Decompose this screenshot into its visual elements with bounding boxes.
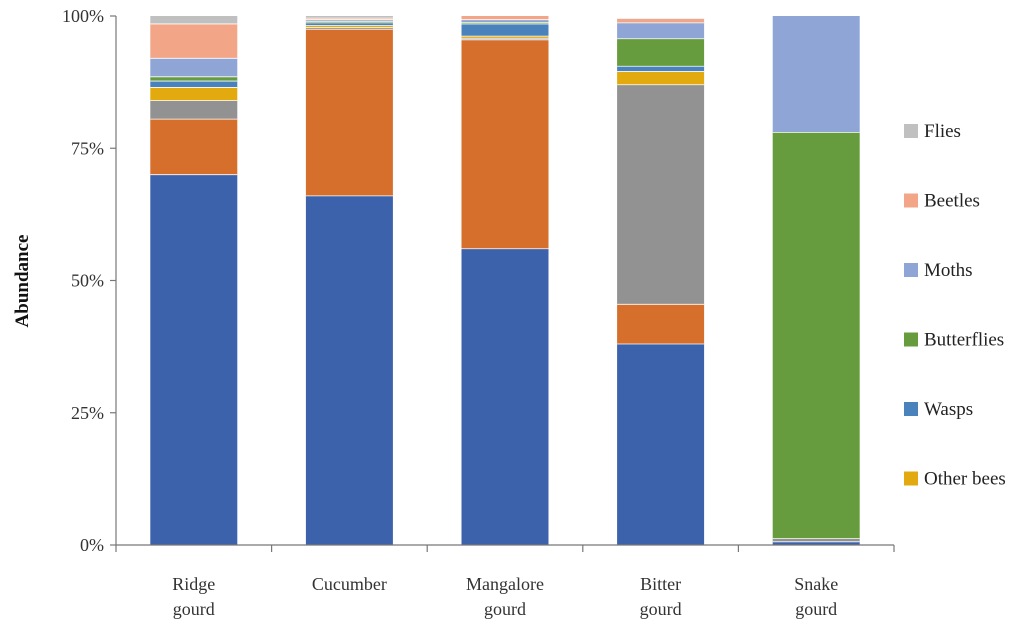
bar-segment-4-6 [772,16,860,133]
bar-segment-0-3 [150,87,238,101]
bar-segment-2-0 [461,248,549,545]
bar-segment-1-6 [305,19,393,22]
bar-segment-3-8 [617,17,705,19]
bar-segment-0-7 [150,23,238,59]
bar-segment-1-8 [305,16,393,19]
legend-entry: Butterflies [924,330,1004,351]
bar-segment-1-0 [305,195,393,546]
y-tick-label: 50% [71,271,104,291]
legend-swatch [904,193,918,208]
x-tick-label-line: gourd [640,599,682,619]
x-tick-label-line: gourd [484,599,526,619]
bar-segment-1-1 [305,29,393,196]
legend-swatch [904,332,918,347]
bar-segment-3-7 [617,18,705,23]
bar-segment-2-2 [461,38,549,40]
bar-segment-2-1 [461,39,549,249]
y-tick-label: 75% [71,138,104,158]
legend-swatch [904,402,918,416]
bar-segment-4-0 [772,541,860,545]
bar-segment-3-4 [617,66,705,72]
x-tick-label-line: Snake [794,574,838,594]
bar-segment-0-1 [150,119,238,175]
bar-segment-3-1 [617,304,705,344]
bar-segment-2-4 [461,23,549,37]
legend-entry: Beetles [924,191,980,212]
bar-segment-2-3 [461,36,549,39]
bar-segment-2-7 [461,16,549,20]
bar-segment-0-5 [150,76,238,82]
bar-segment-3-6 [617,22,705,39]
legend: Flies Beetles Moths Butterflies Wasps Other b… [904,121,1006,490]
x-tick-label-line: gourd [795,599,837,619]
y-tick-label: 0% [80,535,104,555]
x-tick-label: Cucumber [312,574,387,594]
x-tick-label-line: Ridge [172,574,215,594]
legend-entry: Other bees [924,469,1006,490]
bar-segment-3-3 [617,71,705,85]
bar-segment-4-5 [772,132,860,539]
bar-segment-0-0 [150,174,238,545]
x-tick-label-line: Mangalore [466,574,544,594]
bar-segment-3-0 [617,343,705,545]
bar-segment-0-4 [150,81,238,88]
x-tick-label-line: Bitter [640,574,681,594]
legend-entry: Moths [924,260,973,281]
bar-segment-1-7 [305,18,393,20]
y-tick-label: 25% [71,403,104,423]
legend-swatch [904,124,918,138]
bar-segment-0-8 [150,16,238,24]
x-tick-label: Mangalore gourd [466,574,544,619]
x-tick-label-line: Cucumber [312,574,387,594]
x-tick-label: Bitter gourd [640,574,682,619]
legend-entry: Flies [924,121,961,142]
bar-segment-4-2 [772,538,860,542]
bars-group [150,16,860,546]
bar-segment-1-4 [305,22,393,26]
bar-segment-3-5 [617,38,705,67]
y-tick-label: 100% [62,6,104,26]
x-tick-label-line: gourd [173,599,215,619]
y-axis-label: Abundance [12,235,33,328]
y-tick-labels: 0% 25% 50% 75% 100% [62,6,104,555]
bar-segment-3-2 [617,84,705,305]
x-tick-label: Ridge gourd [172,574,215,619]
bar-segment-1-3 [305,25,393,28]
bar-segment-2-6 [461,19,549,23]
x-tick-labels: Ridge gourd Cucumber Mangalore gourd Bitter go… [172,574,838,619]
legend-swatch [904,471,918,486]
axes-group [110,15,895,552]
legend-entry: Wasps [924,399,973,420]
bar-segment-0-2 [150,100,238,120]
x-tick-label: Snake gourd [794,574,838,619]
legend-swatch [904,263,918,277]
bar-segment-0-6 [150,58,238,77]
bar-segment-2-5 [461,22,549,24]
bar-segment-1-5 [305,21,393,23]
bar-segment-1-2 [305,27,393,30]
